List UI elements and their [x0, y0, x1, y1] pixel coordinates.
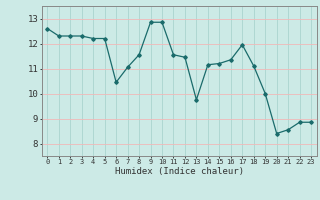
X-axis label: Humidex (Indice chaleur): Humidex (Indice chaleur) — [115, 167, 244, 176]
